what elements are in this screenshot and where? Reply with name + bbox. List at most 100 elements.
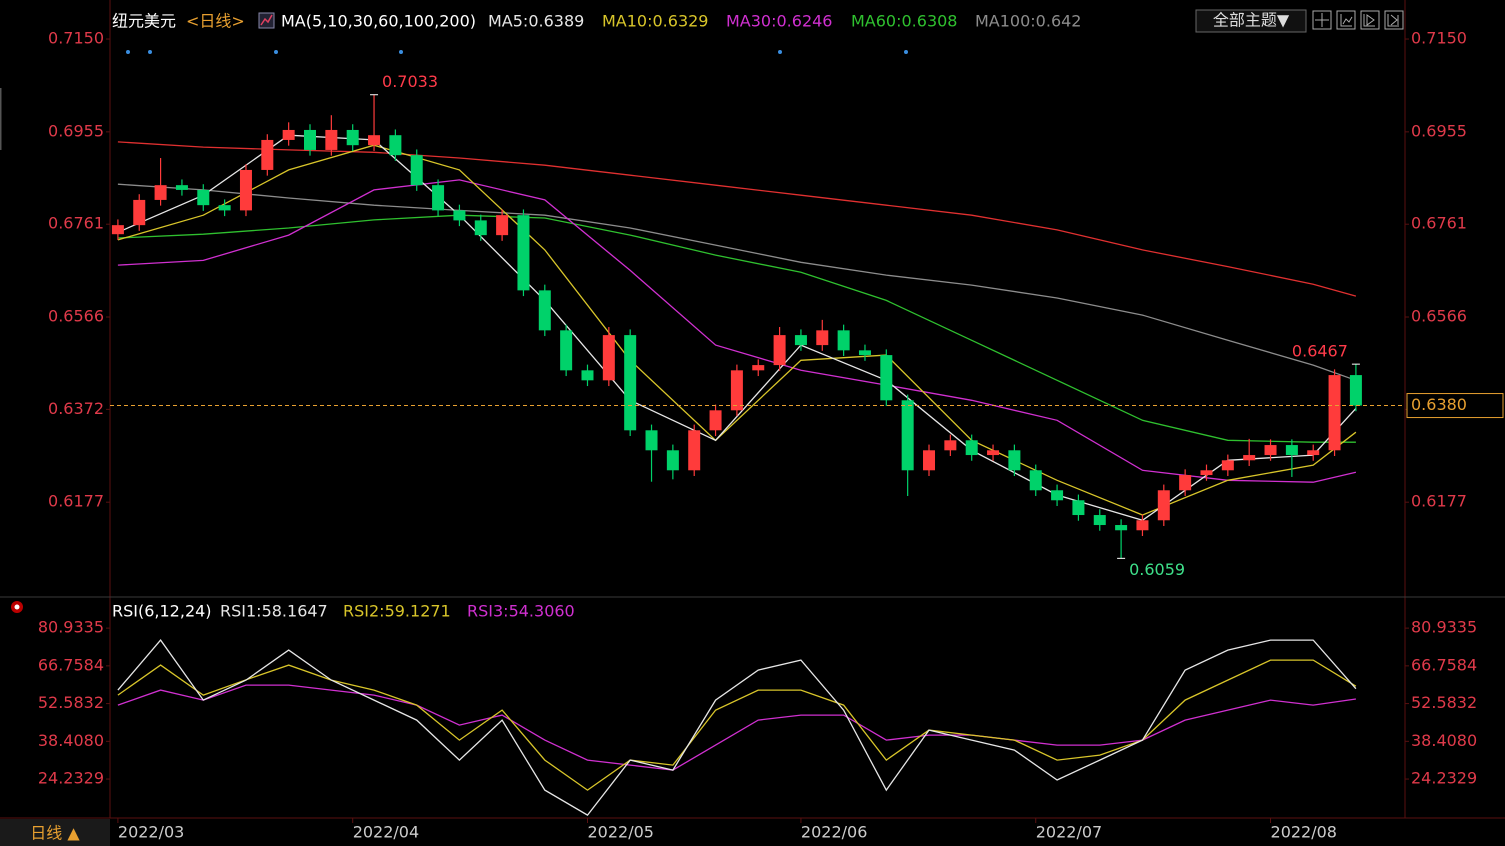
legend-entry: RSI2:59.1271 xyxy=(343,602,451,621)
last-price-label: 0.6380 xyxy=(1411,395,1467,414)
y-tick-label: 0.6955 xyxy=(48,121,104,140)
candle-body xyxy=(923,450,936,471)
event-dots xyxy=(126,50,908,54)
theme-button-label[interactable]: 全部主题▼ xyxy=(1213,11,1290,30)
legend-entry: MA60:0.6308 xyxy=(851,12,957,31)
y-tick-label-right: 52.5832 xyxy=(1411,693,1477,712)
y-tick-label: 0.6372 xyxy=(48,399,104,418)
candle-body xyxy=(730,370,743,411)
candle-body xyxy=(944,440,957,451)
event-dot xyxy=(778,50,782,54)
toolbar xyxy=(1312,10,1404,30)
chart-icon xyxy=(258,12,275,29)
y-tick-label-right: 80.9335 xyxy=(1411,618,1477,637)
last-price-box xyxy=(1406,393,1504,419)
candle-body xyxy=(1200,470,1213,476)
candle-body xyxy=(709,410,722,431)
legend-entry: MA30:0.6246 xyxy=(726,12,832,31)
candle-body xyxy=(517,215,530,291)
rsi-title: RSI(6,12,24) xyxy=(112,602,212,621)
candle-body xyxy=(197,189,210,206)
candle-body xyxy=(389,135,402,156)
tool-button[interactable] xyxy=(1384,10,1404,30)
candle-body xyxy=(1285,445,1298,456)
x-tick-label: 2022/06 xyxy=(801,823,867,842)
y-tick-label-right: 0.6566 xyxy=(1411,307,1467,326)
event-dot xyxy=(148,50,152,54)
y-tick-label: 80.9335 xyxy=(38,618,104,637)
candle-body xyxy=(645,430,658,451)
candle-body xyxy=(1157,490,1170,521)
x-tick-label: 2022/07 xyxy=(1036,823,1102,842)
candle-body xyxy=(1008,450,1021,471)
candle-body xyxy=(133,199,146,226)
candle-body xyxy=(560,330,573,371)
candle-body xyxy=(1243,455,1256,461)
y-tick-label-right: 0.6761 xyxy=(1411,214,1467,233)
candle-body xyxy=(111,225,124,235)
candle-body xyxy=(538,290,551,331)
y-tick-label-right: 0.6955 xyxy=(1411,121,1467,140)
candle-body xyxy=(474,220,487,236)
x-tick-label: 2022/03 xyxy=(118,823,184,842)
y-tick-label: 0.6177 xyxy=(48,492,104,511)
legend-entry: RSI1:58.1647 xyxy=(220,602,328,621)
y-tick-label: 38.4080 xyxy=(38,731,104,750)
series-line xyxy=(117,659,1357,791)
legend-entry: RSI3:54.3060 xyxy=(467,602,575,621)
y-tick-label-right: 38.4080 xyxy=(1411,731,1477,750)
candle-body xyxy=(346,129,359,146)
recent-high-annotation: 0.6467 xyxy=(1292,342,1348,361)
x-tick-label: 2022/08 xyxy=(1271,823,1337,842)
event-dot xyxy=(126,50,130,54)
low-annotation: 0.6059 xyxy=(1129,560,1185,579)
y-tick-label: 52.5832 xyxy=(38,693,104,712)
candle-body xyxy=(496,215,509,236)
candle-body xyxy=(282,129,295,140)
candle-body xyxy=(602,335,615,381)
theme-button[interactable] xyxy=(1195,9,1307,33)
candle-body xyxy=(1264,445,1277,456)
tool-button[interactable] xyxy=(1360,10,1380,30)
series-line xyxy=(117,639,1357,816)
tool-icons xyxy=(1315,13,1399,27)
candle-body xyxy=(901,400,914,471)
candle-body xyxy=(218,205,231,211)
high-annotation: 0.7033 xyxy=(382,72,438,91)
y-tick-label-right: 24.2329 xyxy=(1411,769,1477,788)
candle-body xyxy=(987,450,1000,456)
icon-line xyxy=(260,14,273,26)
candle-body xyxy=(624,335,637,431)
y-tick-label: 0.7150 xyxy=(48,29,104,48)
series-line xyxy=(117,214,1356,443)
candle-body xyxy=(688,430,701,471)
event-dot xyxy=(274,50,278,54)
candle-body xyxy=(1072,500,1085,516)
candle-body xyxy=(880,355,893,401)
x-tick-label: 2022/04 xyxy=(353,823,419,842)
tool-button[interactable] xyxy=(1312,10,1332,30)
period-tab-label[interactable]: 日线 ▲ xyxy=(30,824,80,843)
candle-body xyxy=(816,330,829,346)
y-tick-label: 0.6566 xyxy=(48,307,104,326)
y-tick-label: 24.2329 xyxy=(38,769,104,788)
candle-body xyxy=(1115,525,1128,531)
y-tick-label-right: 0.7150 xyxy=(1411,29,1467,48)
candle-body xyxy=(837,330,850,351)
candle-body xyxy=(581,370,594,381)
event-dot xyxy=(904,50,908,54)
tool-button[interactable] xyxy=(1336,10,1356,30)
series-line xyxy=(117,183,1357,381)
legend-entry: MA5:0.6389 xyxy=(488,12,584,31)
series-line xyxy=(117,684,1356,771)
candle-body xyxy=(453,210,466,221)
y-tick-label-right: 0.6177 xyxy=(1411,492,1467,511)
candle-body xyxy=(1221,460,1234,471)
candle-body xyxy=(261,139,274,170)
y-tick-label-right: 66.7584 xyxy=(1411,655,1477,674)
candle-body xyxy=(1029,470,1042,491)
period-tab[interactable] xyxy=(0,819,110,846)
legend-entry: MA100:0.642 xyxy=(975,12,1081,31)
event-dot xyxy=(399,50,403,54)
